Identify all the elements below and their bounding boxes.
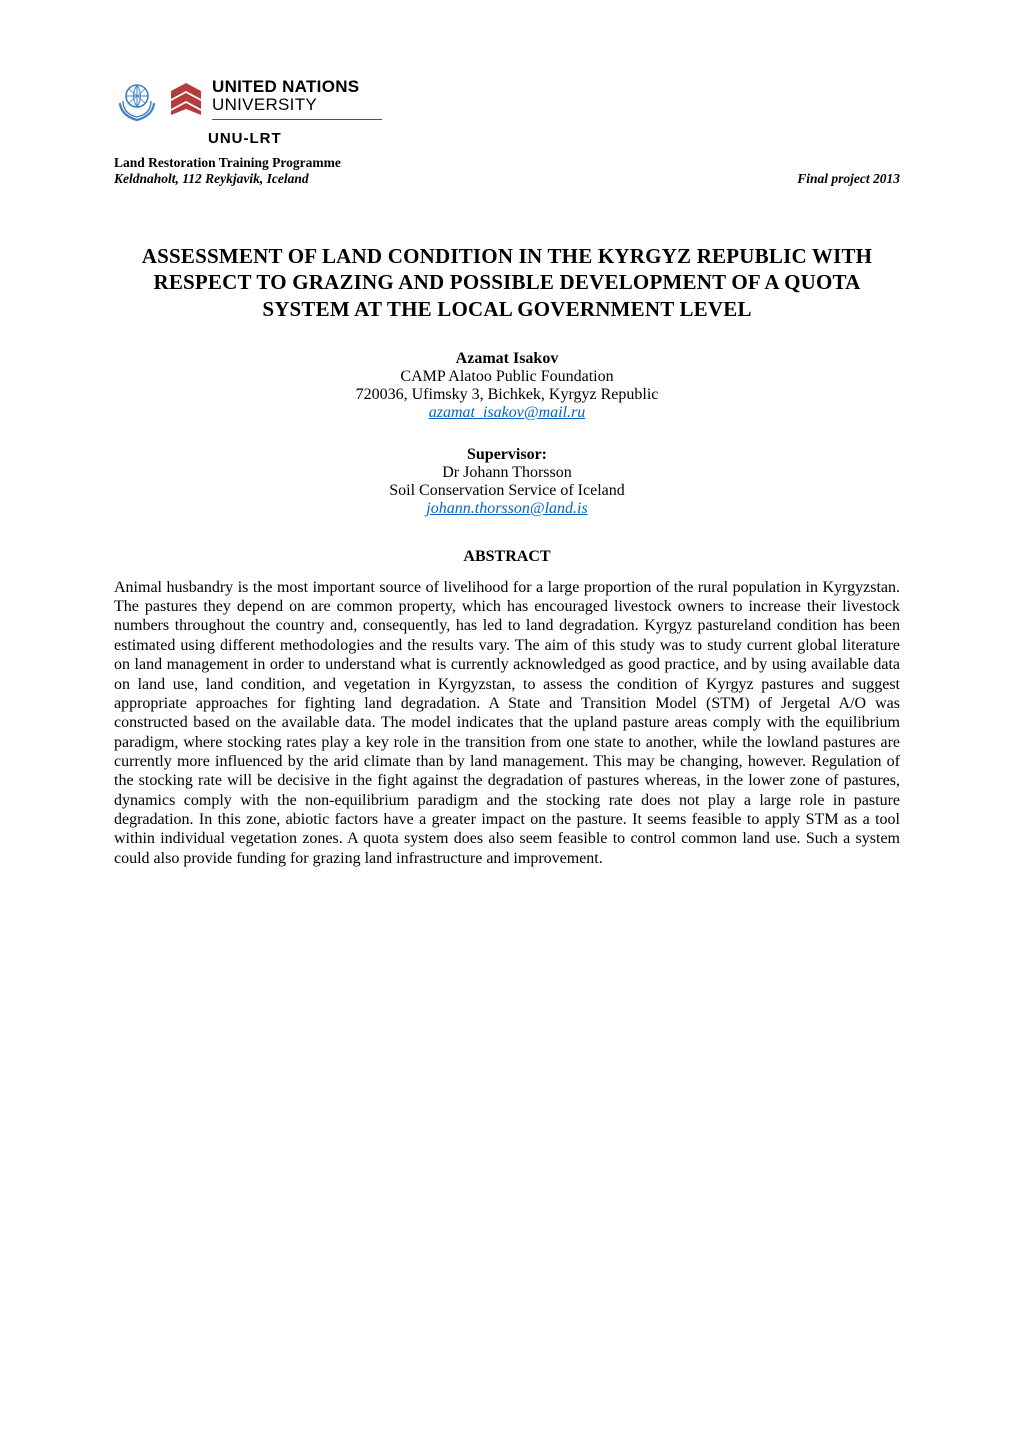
abstract-body: Animal husbandry is the most important s… [114,578,900,868]
un-laurel-globe-icon [114,76,160,122]
author-affiliation: CAMP Alatoo Public Foundation [114,368,900,386]
logo-row: UNITED NATIONS UNIVERSITY [114,76,382,122]
abstract-heading: ABSTRACT [114,548,900,566]
author-address: 720036, Ufimsky 3, Bichkek, Kyrgyz Repub… [114,386,900,404]
address-row: Keldnaholt, 112 Reykjavik, Iceland Final… [114,171,900,187]
institution-rule [212,119,382,120]
programme-acronym: UNU-LRT [208,130,900,147]
institution-line-2: UNIVERSITY [212,96,382,114]
project-label: Final project 2013 [797,171,900,187]
institution-line-1: UNITED NATIONS [212,78,382,96]
supervisor-email-link[interactable]: johann.thorsson@land.is [426,500,587,517]
paper-title: ASSESSMENT OF LAND CONDITION IN THE KYRG… [114,243,900,322]
unu-pyramid-icon [168,81,204,117]
supervisor-name: Dr Johann Thorsson [114,464,900,482]
programme-full-name: Land Restoration Training Programme [114,155,900,171]
supervisor-heading: Supervisor: [114,446,900,464]
supervisor-email-line: johann.thorsson@land.is [114,500,900,518]
author-name: Azamat Isakov [114,350,900,368]
author-email-link[interactable]: azamat_isakov@mail.ru [429,404,586,421]
institution-name: UNITED NATIONS UNIVERSITY [212,78,382,121]
address-line: Keldnaholt, 112 Reykjavik, Iceland [114,171,309,187]
page: UNITED NATIONS UNIVERSITY UNU-LRT Land R… [0,0,1020,1442]
header: UNITED NATIONS UNIVERSITY [114,76,900,122]
author-email-line: azamat_isakov@mail.ru [114,404,900,422]
supervisor-affiliation: Soil Conservation Service of Iceland [114,482,900,500]
